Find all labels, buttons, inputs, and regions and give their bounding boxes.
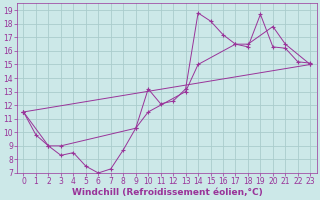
X-axis label: Windchill (Refroidissement éolien,°C): Windchill (Refroidissement éolien,°C) — [72, 188, 262, 197]
